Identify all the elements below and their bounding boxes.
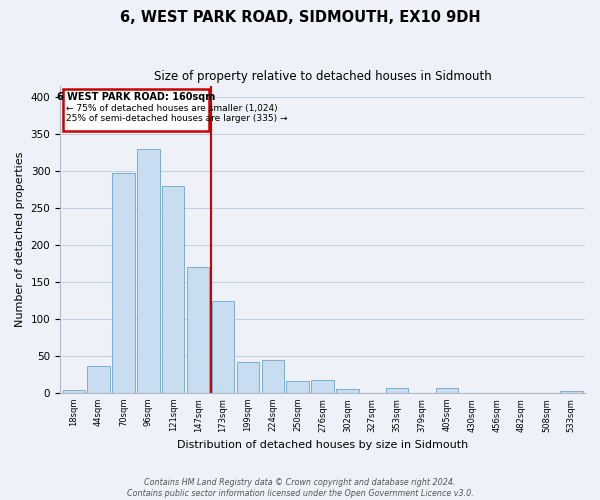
Text: ← 75% of detached houses are smaller (1,024): ← 75% of detached houses are smaller (1,… (66, 104, 278, 113)
X-axis label: Distribution of detached houses by size in Sidmouth: Distribution of detached houses by size … (177, 440, 468, 450)
Y-axis label: Number of detached properties: Number of detached properties (15, 152, 25, 327)
Text: 6, WEST PARK ROAD, SIDMOUTH, EX10 9DH: 6, WEST PARK ROAD, SIDMOUTH, EX10 9DH (119, 10, 481, 25)
Bar (212, 301, 234, 393)
Bar (62, 390, 85, 393)
Bar (336, 389, 359, 393)
FancyBboxPatch shape (62, 90, 209, 130)
Text: 6 WEST PARK ROAD: 160sqm: 6 WEST PARK ROAD: 160sqm (57, 92, 215, 102)
Bar (187, 267, 209, 393)
Bar (311, 380, 334, 393)
Bar (262, 360, 284, 393)
Text: Contains HM Land Registry data © Crown copyright and database right 2024.
Contai: Contains HM Land Registry data © Crown c… (127, 478, 473, 498)
Text: 25% of semi-detached houses are larger (335) →: 25% of semi-detached houses are larger (… (66, 114, 288, 124)
Bar (162, 186, 184, 393)
Bar (88, 366, 110, 393)
Bar (286, 381, 309, 393)
Title: Size of property relative to detached houses in Sidmouth: Size of property relative to detached ho… (154, 70, 491, 83)
Bar (560, 392, 583, 393)
Bar (137, 148, 160, 393)
Bar (436, 388, 458, 393)
Bar (236, 362, 259, 393)
Bar (112, 173, 134, 393)
Bar (386, 388, 409, 393)
